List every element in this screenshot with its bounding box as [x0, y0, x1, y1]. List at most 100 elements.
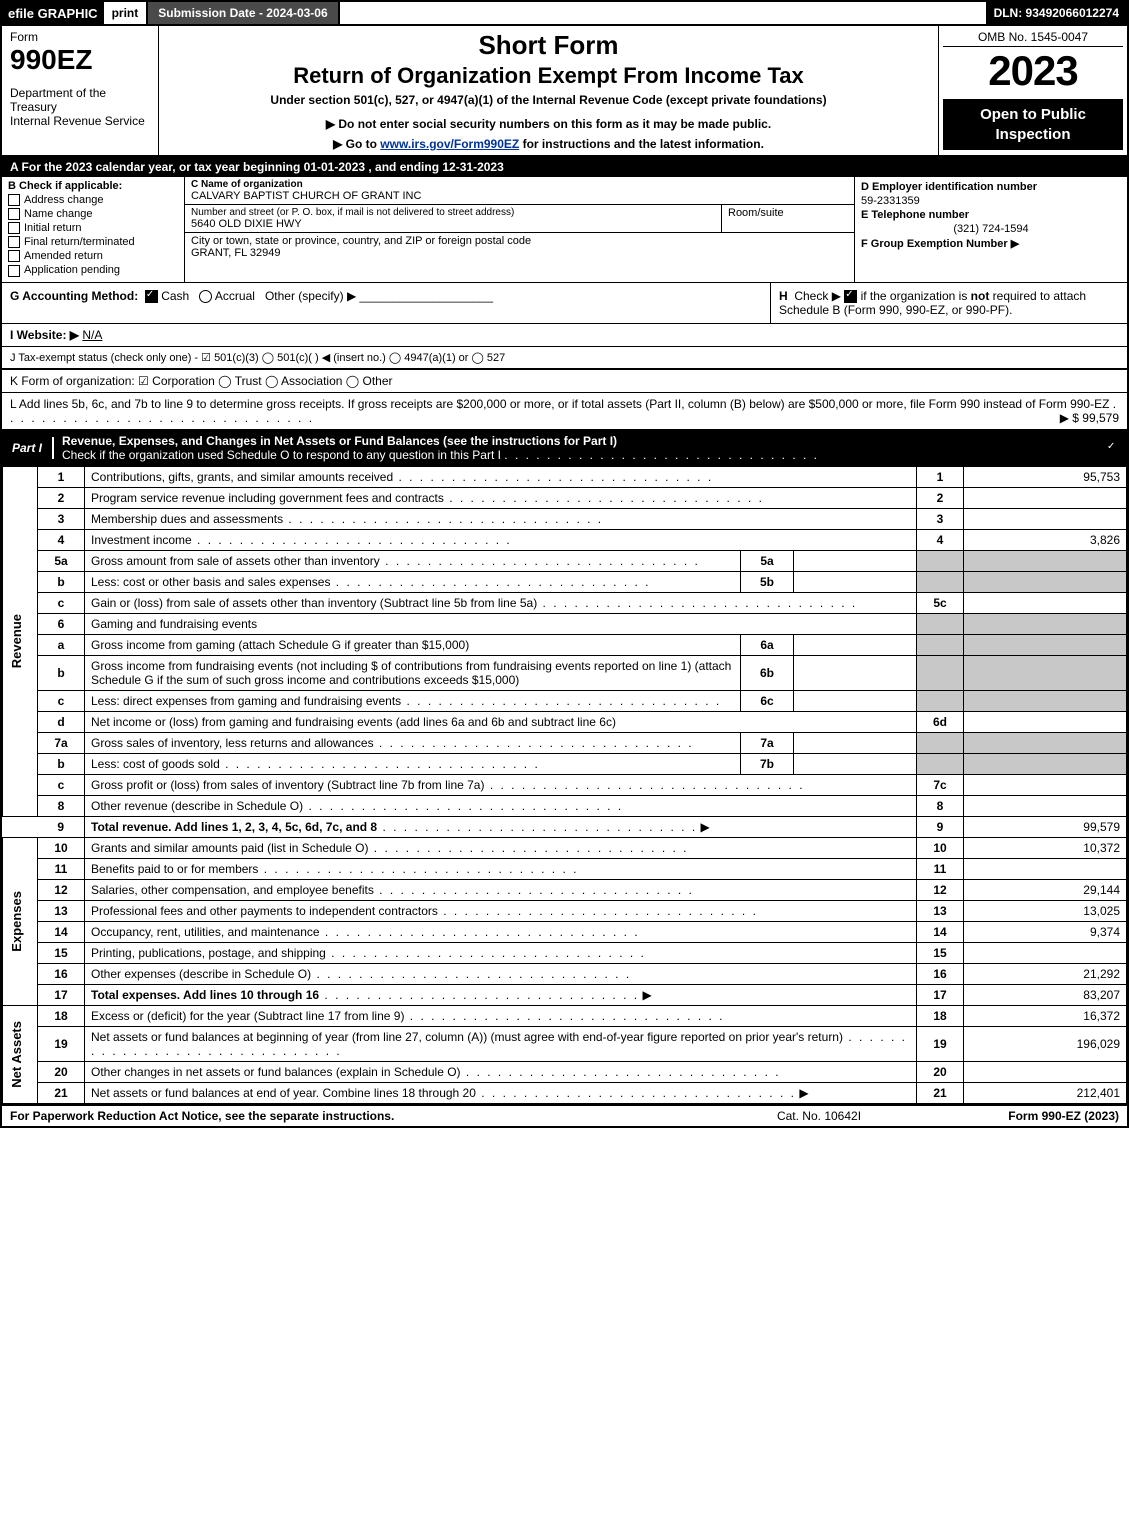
street-row: Number and street (or P. O. box, if mail… [185, 205, 854, 233]
line-amount: 29,144 [964, 879, 1127, 900]
part1-subtitle: Check if the organization used Schedule … [62, 448, 501, 462]
footer-left: For Paperwork Reduction Act Notice, see … [10, 1109, 719, 1123]
grey-cell [917, 690, 964, 711]
line-num: 16 [38, 963, 85, 984]
ein-value: 59-2331359 [861, 195, 1121, 207]
print-label[interactable]: print [104, 2, 147, 24]
chk-label: Application pending [24, 264, 120, 276]
goto-link[interactable]: www.irs.gov/Form990EZ [380, 137, 519, 151]
line-amount [964, 795, 1127, 816]
sub-num: 6c [741, 690, 794, 711]
line-desc: Gross sales of inventory, less returns a… [85, 732, 741, 753]
grey-cell [917, 571, 964, 592]
line-num: c [38, 774, 85, 795]
row-i: I Website: ▶ N/A [2, 324, 1127, 347]
grey-cell [964, 753, 1127, 774]
footer-right: Form 990-EZ (2023) [919, 1109, 1119, 1123]
line-num: 4 [38, 529, 85, 550]
cash-label: Cash [161, 289, 189, 303]
street-label: Number and street (or P. O. box, if mail… [191, 207, 715, 218]
tax-year: 2023 [943, 47, 1123, 95]
submission-date: Submission Date - 2024-03-06 [146, 2, 339, 24]
line-num: 14 [38, 921, 85, 942]
chk-application-pending[interactable]: Application pending [8, 264, 178, 276]
line-desc: Less: cost of goods sold [85, 753, 741, 774]
block-def: D Employer identification number 59-2331… [855, 177, 1127, 282]
accrual-checkbox[interactable] [199, 290, 212, 303]
chk-name-change[interactable]: Name change [8, 208, 178, 220]
under-section: Under section 501(c), 527, or 4947(a)(1)… [169, 93, 928, 107]
part1-check[interactable] [1098, 437, 1127, 459]
part1-header: Part I Revenue, Expenses, and Changes in… [2, 430, 1127, 466]
sub-val [794, 690, 917, 711]
line-num: 12 [38, 879, 85, 900]
chk-final-return[interactable]: Final return/terminated [8, 236, 178, 248]
line-amount: 16,372 [964, 1005, 1127, 1026]
line-amount [964, 1061, 1127, 1082]
header-left: Form 990EZ Department of the Treasury In… [2, 26, 159, 155]
sub-val [794, 634, 917, 655]
line-desc: Other changes in net assets or fund bala… [85, 1061, 917, 1082]
sub-num: 5a [741, 550, 794, 571]
line-num: 21 [38, 1082, 85, 1103]
block-bcdef: B Check if applicable: Address change Na… [2, 177, 1127, 283]
accrual-label: Accrual [215, 289, 255, 303]
line-amount: 83,207 [964, 984, 1127, 1005]
header-right: OMB No. 1545-0047 2023 Open to Public In… [939, 26, 1127, 155]
row-g: G Accounting Method: Cash Accrual Other … [2, 283, 770, 323]
block-b-title: B Check if applicable: [8, 180, 178, 192]
line-amount: 13,025 [964, 900, 1127, 921]
city-label: City or town, state or province, country… [191, 235, 848, 247]
line-desc: Less: cost or other basis and sales expe… [85, 571, 741, 592]
chk-amended-return[interactable]: Amended return [8, 250, 178, 262]
grey-cell [964, 550, 1127, 571]
street-cell: Number and street (or P. O. box, if mail… [185, 205, 722, 232]
line-amount: 3,826 [964, 529, 1127, 550]
row-gh: G Accounting Method: Cash Accrual Other … [2, 283, 1127, 324]
goto-post: for instructions and the latest informat… [519, 137, 764, 151]
line-no: 15 [917, 942, 964, 963]
line-no: 17 [917, 984, 964, 1005]
line-desc: Other expenses (describe in Schedule O) [85, 963, 917, 984]
line-no: 12 [917, 879, 964, 900]
line-amount: 10,372 [964, 837, 1127, 858]
block-c: C Name of organization CALVARY BAPTIST C… [185, 177, 855, 282]
chk-address-change[interactable]: Address change [8, 194, 178, 206]
line-desc: Program service revenue including govern… [85, 487, 917, 508]
line-no: 13 [917, 900, 964, 921]
grey-cell [964, 732, 1127, 753]
grey-cell [964, 571, 1127, 592]
line-num: 10 [38, 837, 85, 858]
line-desc: Total expenses. Add lines 10 through 16 … [85, 984, 917, 1005]
sub-num: 7a [741, 732, 794, 753]
schedule-b-checkbox[interactable] [844, 290, 857, 303]
sub-val [794, 753, 917, 774]
line-num: 13 [38, 900, 85, 921]
line-amount: 99,579 [964, 816, 1127, 837]
chk-label: Amended return [24, 250, 103, 262]
org-name: CALVARY BAPTIST CHURCH OF GRANT INC [191, 190, 848, 202]
open-inspection-box: Open to Public Inspection [943, 99, 1123, 150]
line-desc: Net assets or fund balances at end of ye… [85, 1082, 917, 1103]
line-num: 8 [38, 795, 85, 816]
sub-val [794, 550, 917, 571]
grey-cell [917, 613, 964, 634]
room-cell: Room/suite [722, 205, 854, 232]
line-desc: Professional fees and other payments to … [85, 900, 917, 921]
line-num: 1 [38, 466, 85, 487]
line-desc: Occupancy, rent, utilities, and maintena… [85, 921, 917, 942]
row-l: L Add lines 5b, 6c, and 7b to line 9 to … [2, 393, 1127, 430]
grey-cell [964, 690, 1127, 711]
cash-checkbox[interactable] [145, 290, 158, 303]
line-no: 6d [917, 711, 964, 732]
chk-initial-return[interactable]: Initial return [8, 222, 178, 234]
line-num: a [38, 634, 85, 655]
line-num: b [38, 655, 85, 690]
efile-label: efile GRAPHIC [2, 2, 104, 24]
line-desc: Investment income [85, 529, 917, 550]
row-h: H Check ▶ if the organization is not req… [770, 283, 1127, 323]
street-value: 5640 OLD DIXIE HWY [191, 218, 715, 230]
row-k: K Form of organization: ☑ Corporation ◯ … [2, 369, 1127, 393]
short-form-title: Short Form [169, 30, 928, 61]
row-l-amount: ▶ $ 99,579 [1060, 411, 1119, 425]
